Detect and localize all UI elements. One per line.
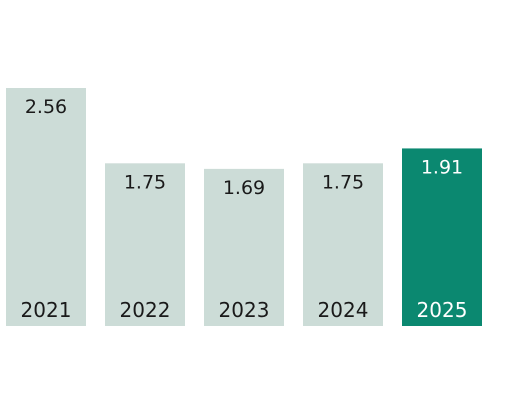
bar-2025: [402, 148, 482, 326]
category-label-2025: 2025: [417, 298, 468, 322]
value-label-2022: 1.75: [124, 171, 166, 193]
bar-2023: [204, 168, 284, 326]
bar-2021: [6, 88, 86, 326]
value-label-2025: 1.91: [421, 156, 463, 178]
bars-group: 2.56 2021 1.75 2022 1.69 2023 1.75 2024 1.91 2025: [6, 88, 482, 326]
bar-2022: [105, 163, 185, 326]
bar-2024: [303, 163, 383, 326]
category-label-2024: 2024: [318, 298, 369, 322]
value-label-2023: 1.69: [223, 177, 265, 199]
value-label-2024: 1.75: [322, 171, 364, 193]
category-label-2021: 2021: [21, 298, 72, 322]
category-label-2022: 2022: [120, 298, 171, 322]
category-label-2023: 2023: [219, 298, 270, 322]
value-label-2021: 2.56: [25, 96, 67, 118]
